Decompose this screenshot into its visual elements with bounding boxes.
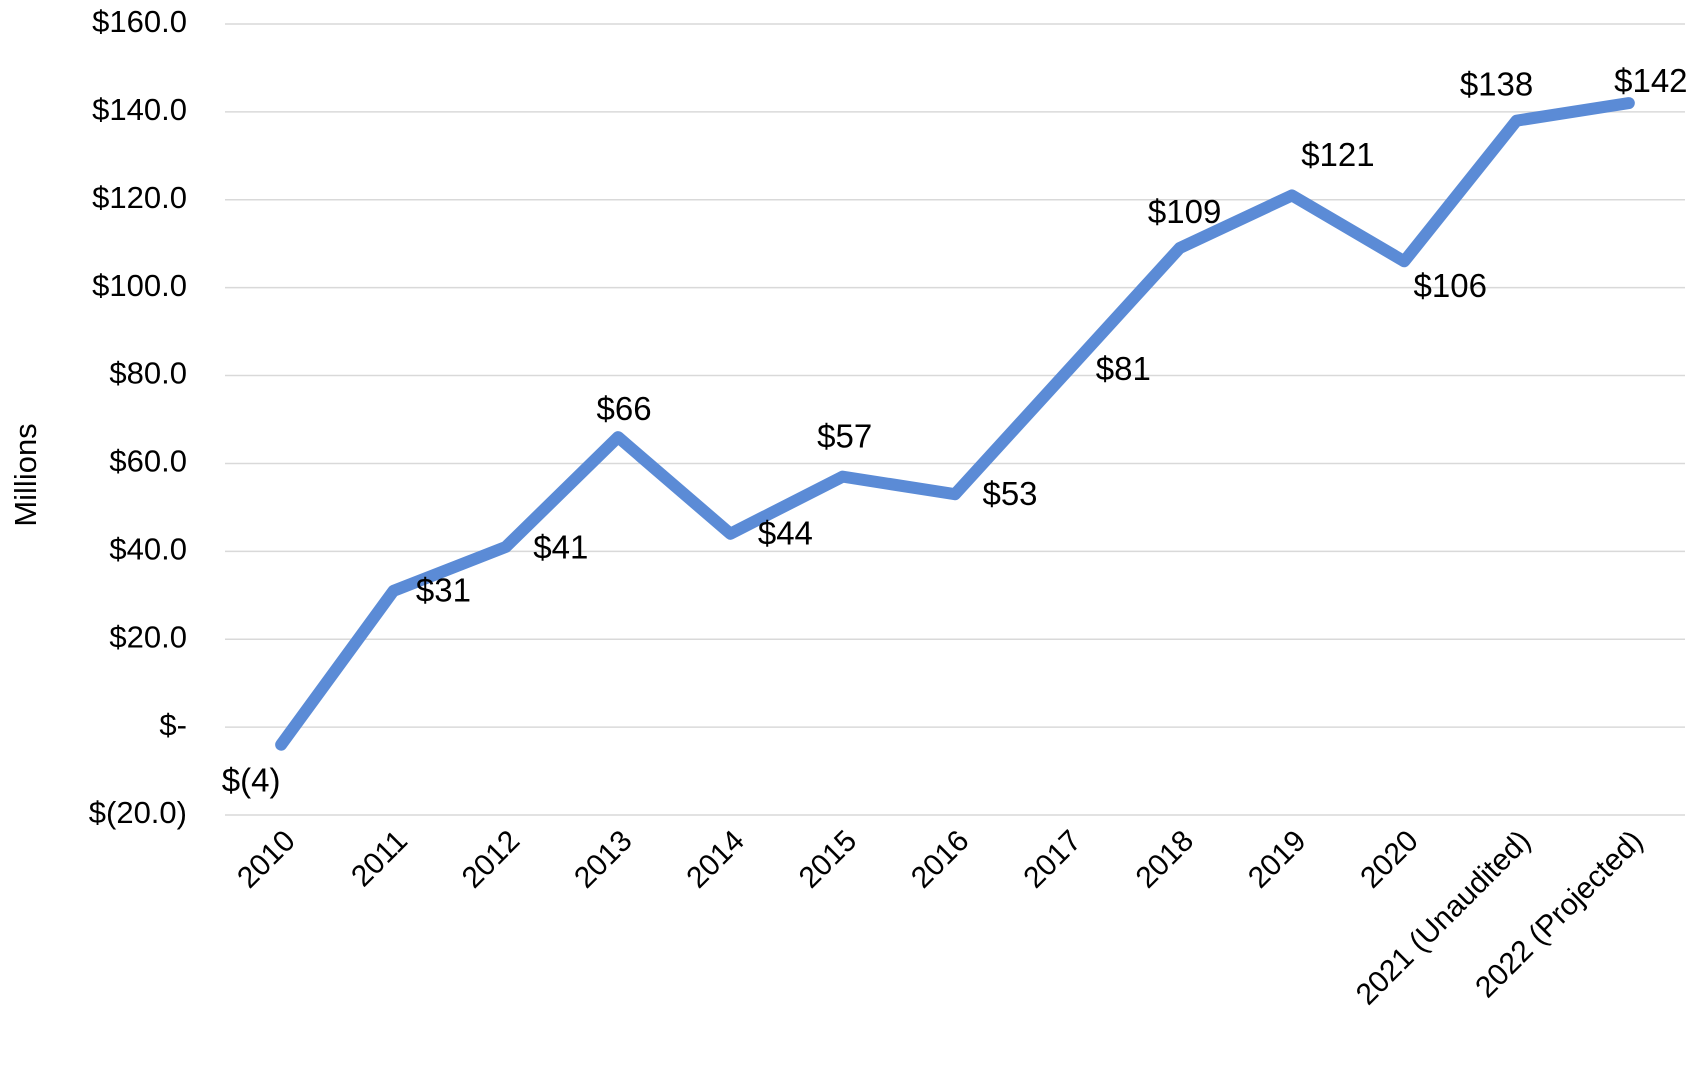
y-tick-label: $- — [159, 707, 187, 742]
data-label: $66 — [597, 390, 652, 427]
data-label: $41 — [533, 529, 588, 566]
x-tick-label: 2018 — [1130, 824, 1201, 895]
data-label: $31 — [416, 572, 471, 609]
y-axis-label: Millions — [8, 423, 43, 526]
x-tick-label: 2019 — [1242, 824, 1313, 895]
data-label: $106 — [1414, 267, 1487, 304]
y-tick-label: $20.0 — [109, 619, 187, 654]
data-label: $142 — [1614, 62, 1687, 99]
y-tick-label: $140.0 — [92, 92, 187, 127]
data-label: $121 — [1301, 136, 1374, 173]
y-tick-label: $120.0 — [92, 180, 187, 215]
chart: Millions $(20.0) $- $20.0 $40.0 $60.0 $80.0 $1… — [0, 0, 1698, 1066]
x-tick-label: 2014 — [680, 824, 751, 895]
y-tick-label: $40.0 — [109, 532, 187, 567]
data-label: $109 — [1148, 193, 1221, 230]
y-tick-label: $100.0 — [92, 268, 187, 303]
x-tick-label: 2013 — [568, 824, 639, 895]
data-label: $53 — [982, 475, 1037, 512]
x-tick-label: 2010 — [231, 824, 302, 895]
data-label: $81 — [1096, 350, 1151, 387]
x-tick-label: 2017 — [1017, 824, 1088, 895]
data-label: $44 — [758, 514, 813, 551]
x-tick-label: 2020 — [1354, 824, 1425, 895]
data-label: $138 — [1460, 65, 1533, 102]
y-tick-label: $60.0 — [109, 444, 187, 479]
data-label: $57 — [817, 417, 872, 454]
x-tick-label: 2011 — [345, 824, 414, 893]
y-tick-label: $80.0 — [109, 356, 187, 391]
page: {"chart_data": {"type": "line", "y_label… — [0, 0, 1698, 1066]
data-label: $(4) — [222, 761, 281, 798]
x-tick-label: 2012 — [456, 824, 527, 895]
x-tick-label: 2016 — [905, 824, 976, 895]
y-tick-label: $160.0 — [92, 4, 187, 39]
x-tick-label: 2015 — [793, 824, 864, 895]
y-tick-label: $(20.0) — [89, 795, 187, 830]
